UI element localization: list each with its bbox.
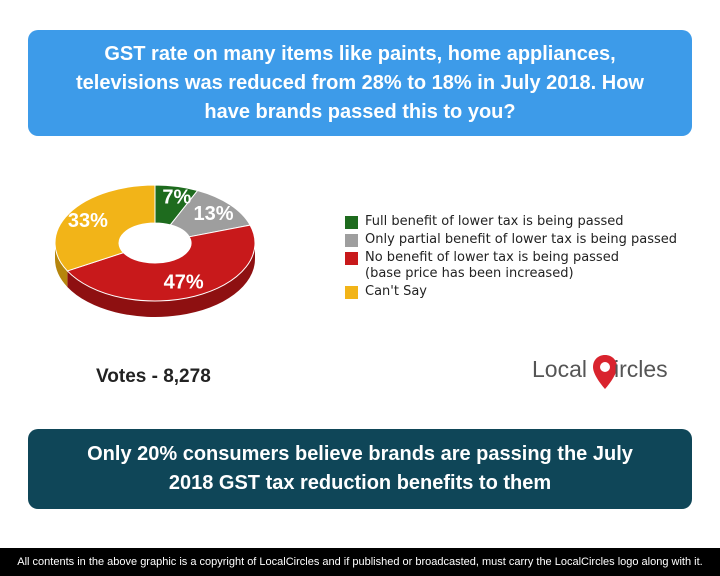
value-label-1: 13% [193,203,233,225]
legend-item-1: Only partial benefit of lower tax is bei… [345,232,705,248]
legend-item-3: Can't Say [345,284,705,300]
legend-label-0: Full benefit of lower tax is being passe… [365,214,624,229]
legend-label-2: No benefit of lower tax is being passed … [365,250,619,281]
slice-3 [54,184,156,272]
localcircles-logo: Local ircles [532,352,702,392]
slice-side-2 [67,243,256,317]
votes-count: Votes - 8,278 [96,366,211,387]
value-label-2: 47% [164,271,204,293]
copyright-footer: All contents in the above graphic is a c… [0,548,720,576]
summary-banner: Only 20% consumers believe brands are pa… [28,429,692,509]
legend-item-2: No benefit of lower tax is being passed … [345,250,705,282]
logo-text-circles: ircles [614,356,668,382]
question-banner: GST rate on many items like paints, home… [28,30,692,136]
logo-text-local: Local [532,356,587,382]
slice-2 [66,224,256,302]
legend-swatch-2 [345,252,358,265]
legend-label-3: Can't Say [365,284,427,299]
legend-swatch-3 [345,286,358,299]
summary-text: Only 20% consumers believe brands are pa… [87,443,633,494]
legend-swatch-1 [345,234,358,247]
legend-label-1: Only partial benefit of lower tax is bei… [365,232,678,247]
legend-item-0: Full benefit of lower tax is being passe… [345,214,705,230]
value-label-0: 7% [162,187,191,209]
legend-swatch-0 [345,216,358,229]
slice-side-3 [55,243,68,287]
chart-legend: Full benefit of lower tax is being passe… [345,214,705,302]
question-text: GST rate on many items like paints, home… [76,42,644,123]
value-label-3: 33% [68,210,108,232]
donut-chart: 7%13% 47% 33% [54,184,256,317]
location-pin-icon [593,355,617,389]
